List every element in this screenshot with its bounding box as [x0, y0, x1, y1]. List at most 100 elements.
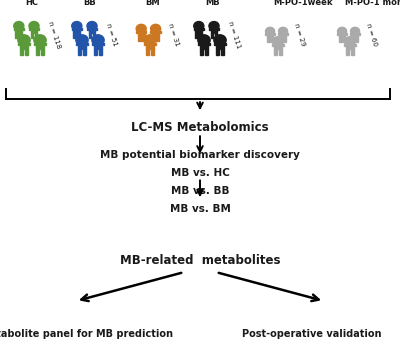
Bar	[146, 49, 149, 55]
Bar	[78, 41, 86, 49]
Bar	[216, 49, 219, 55]
Bar	[339, 38, 342, 42]
Text: Metabolite panel for MB prediction: Metabolite panel for MB prediction	[0, 329, 172, 339]
Bar	[280, 38, 282, 42]
Bar	[15, 27, 22, 33]
Bar	[94, 41, 102, 49]
Text: n = 111: n = 111	[227, 21, 241, 49]
Bar	[216, 41, 224, 49]
Bar	[199, 33, 202, 38]
Bar	[20, 41, 28, 49]
Circle shape	[214, 35, 226, 46]
Bar	[34, 33, 38, 38]
Text: MB vs. HC: MB vs. HC	[170, 168, 230, 178]
Bar	[30, 33, 34, 38]
Bar	[151, 49, 154, 55]
Bar	[87, 28, 97, 30]
Bar	[150, 31, 161, 33]
Bar	[210, 27, 218, 33]
Bar	[198, 43, 210, 45]
Bar	[274, 49, 278, 55]
Bar	[99, 49, 102, 55]
Bar	[29, 28, 39, 30]
Circle shape	[76, 35, 88, 46]
Bar	[210, 33, 214, 38]
Bar	[339, 32, 345, 38]
Bar	[200, 41, 208, 49]
Circle shape	[92, 35, 104, 46]
Text: n = 31: n = 31	[167, 23, 180, 47]
Bar	[14, 28, 24, 30]
Circle shape	[34, 35, 46, 46]
Circle shape	[209, 22, 219, 30]
Text: M-PO-1week: M-PO-1week	[273, 0, 333, 7]
Bar	[19, 33, 22, 38]
Circle shape	[350, 27, 360, 35]
Bar	[267, 38, 270, 42]
Circle shape	[144, 35, 156, 46]
Bar	[278, 33, 288, 35]
Bar	[156, 35, 159, 41]
Text: M-PO-1 month: M-PO-1 month	[345, 0, 400, 7]
Bar	[138, 35, 141, 41]
Bar	[78, 49, 81, 55]
Bar	[88, 27, 96, 33]
Bar	[18, 43, 30, 45]
Bar	[356, 38, 358, 42]
Bar	[88, 33, 92, 38]
Bar	[83, 49, 86, 55]
Bar	[142, 35, 145, 41]
Circle shape	[198, 35, 210, 46]
Bar	[15, 33, 18, 38]
Bar	[267, 32, 273, 38]
Text: MB-related  metabolites: MB-related metabolites	[120, 254, 280, 268]
Bar	[272, 44, 284, 46]
Bar	[41, 49, 44, 55]
Bar	[221, 49, 224, 55]
Circle shape	[87, 22, 97, 30]
Circle shape	[338, 27, 347, 35]
Bar	[136, 31, 146, 33]
Bar	[36, 41, 44, 49]
Bar	[76, 43, 88, 45]
Bar	[209, 28, 219, 30]
Bar	[350, 49, 354, 55]
Bar	[337, 33, 347, 35]
Bar	[200, 49, 203, 55]
Bar	[194, 28, 204, 30]
Text: BB: BB	[83, 0, 96, 7]
Bar	[34, 43, 46, 45]
Text: LC-MS Metabolomics: LC-MS Metabolomics	[131, 120, 269, 134]
Bar	[20, 49, 23, 55]
Bar	[73, 33, 76, 38]
Circle shape	[344, 37, 356, 46]
Bar	[77, 33, 80, 38]
Circle shape	[194, 22, 204, 30]
Bar	[30, 27, 38, 33]
Bar	[205, 49, 208, 55]
Circle shape	[29, 22, 39, 30]
Bar	[350, 33, 360, 35]
Bar	[92, 33, 96, 38]
Bar	[138, 30, 145, 35]
Circle shape	[18, 35, 30, 46]
Bar	[284, 38, 286, 42]
Text: n = 60: n = 60	[365, 23, 378, 47]
Bar	[342, 38, 345, 42]
Circle shape	[272, 37, 284, 46]
Bar	[278, 49, 282, 55]
Bar	[352, 32, 358, 38]
Bar	[265, 33, 275, 35]
Bar	[214, 43, 226, 45]
Bar	[72, 28, 82, 30]
Bar	[346, 49, 350, 55]
Bar	[352, 38, 354, 42]
Circle shape	[278, 27, 288, 35]
Text: MB vs. BB: MB vs. BB	[171, 186, 229, 196]
Text: n = 118: n = 118	[47, 21, 61, 49]
Text: n = 51: n = 51	[105, 23, 118, 47]
Bar	[344, 44, 356, 46]
Bar	[144, 43, 156, 45]
Bar	[152, 30, 159, 35]
Text: n = 29: n = 29	[293, 23, 306, 47]
